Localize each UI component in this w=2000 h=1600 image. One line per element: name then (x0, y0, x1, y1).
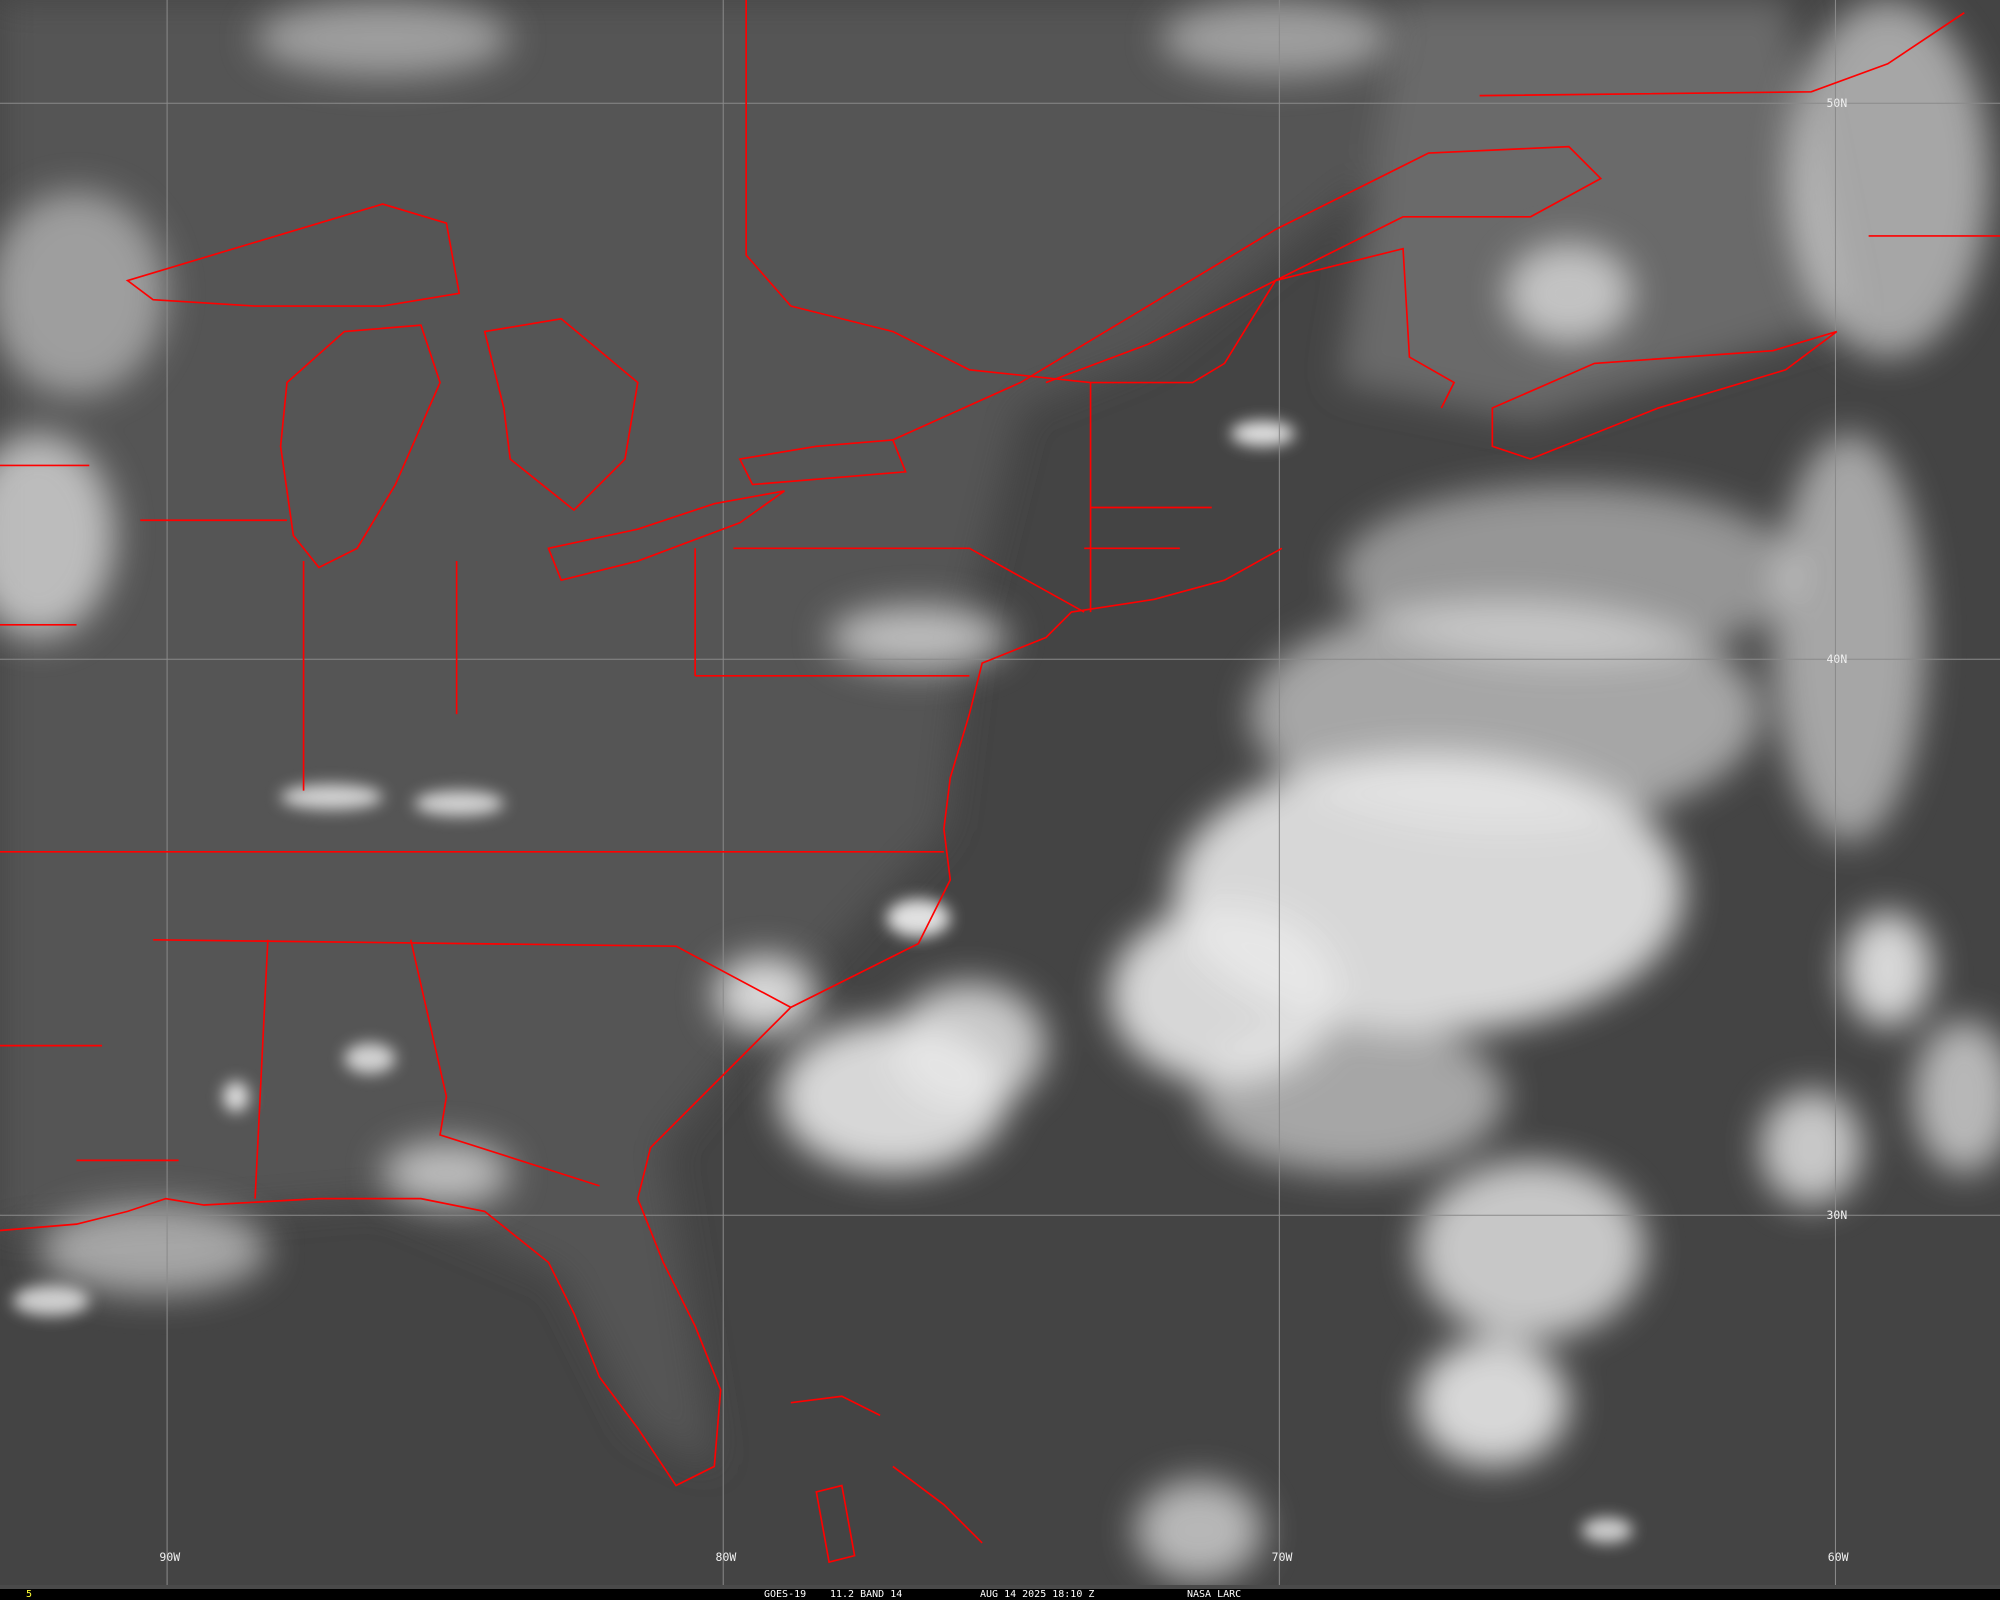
lat-label-30n: 30N (1827, 1208, 1848, 1222)
band-label: 11.2 BAND 14 (830, 1589, 903, 1600)
lon-label-90w: 90W (159, 1550, 180, 1564)
st-lawrence (892, 145, 1603, 441)
cuba-bahamas (790, 1395, 983, 1564)
lon-label-80w: 80W (716, 1550, 737, 1564)
lake-erie (547, 490, 785, 582)
graticule-labels: 90W 80W 70W 60W 50N 40N 30N (159, 96, 1848, 1564)
info-bar: 5 GOES-19 11.2 BAND 14 AUG 14 2025 18:10… (0, 1589, 2000, 1600)
lat-label-50n: 50N (1827, 96, 1848, 110)
lon-label-60w: 60W (1828, 1550, 1849, 1564)
lon-label-70w: 70W (1272, 1550, 1293, 1564)
small-clouds (12, 420, 1633, 1543)
us-east-coastline (0, 547, 1283, 1487)
lake-ontario (738, 439, 907, 486)
political-boundaries (0, 0, 2000, 1564)
us-canada-border (745, 0, 1456, 409)
lake-michigan (279, 324, 441, 569)
satellite-name: GOES-19 (764, 1589, 807, 1600)
credit: NASA LARC (1187, 1589, 1242, 1600)
timestamp: AUG 14 2025 18:10 Z (980, 1589, 1095, 1600)
state-borders (0, 382, 1212, 1199)
frame-number: 5 (26, 1589, 33, 1600)
lake-huron (483, 317, 639, 512)
nova-scotia (1491, 330, 1838, 460)
northern-coast (1479, 12, 2000, 237)
lat-label-40n: 40N (1827, 652, 1848, 666)
lake-superior (125, 203, 461, 307)
